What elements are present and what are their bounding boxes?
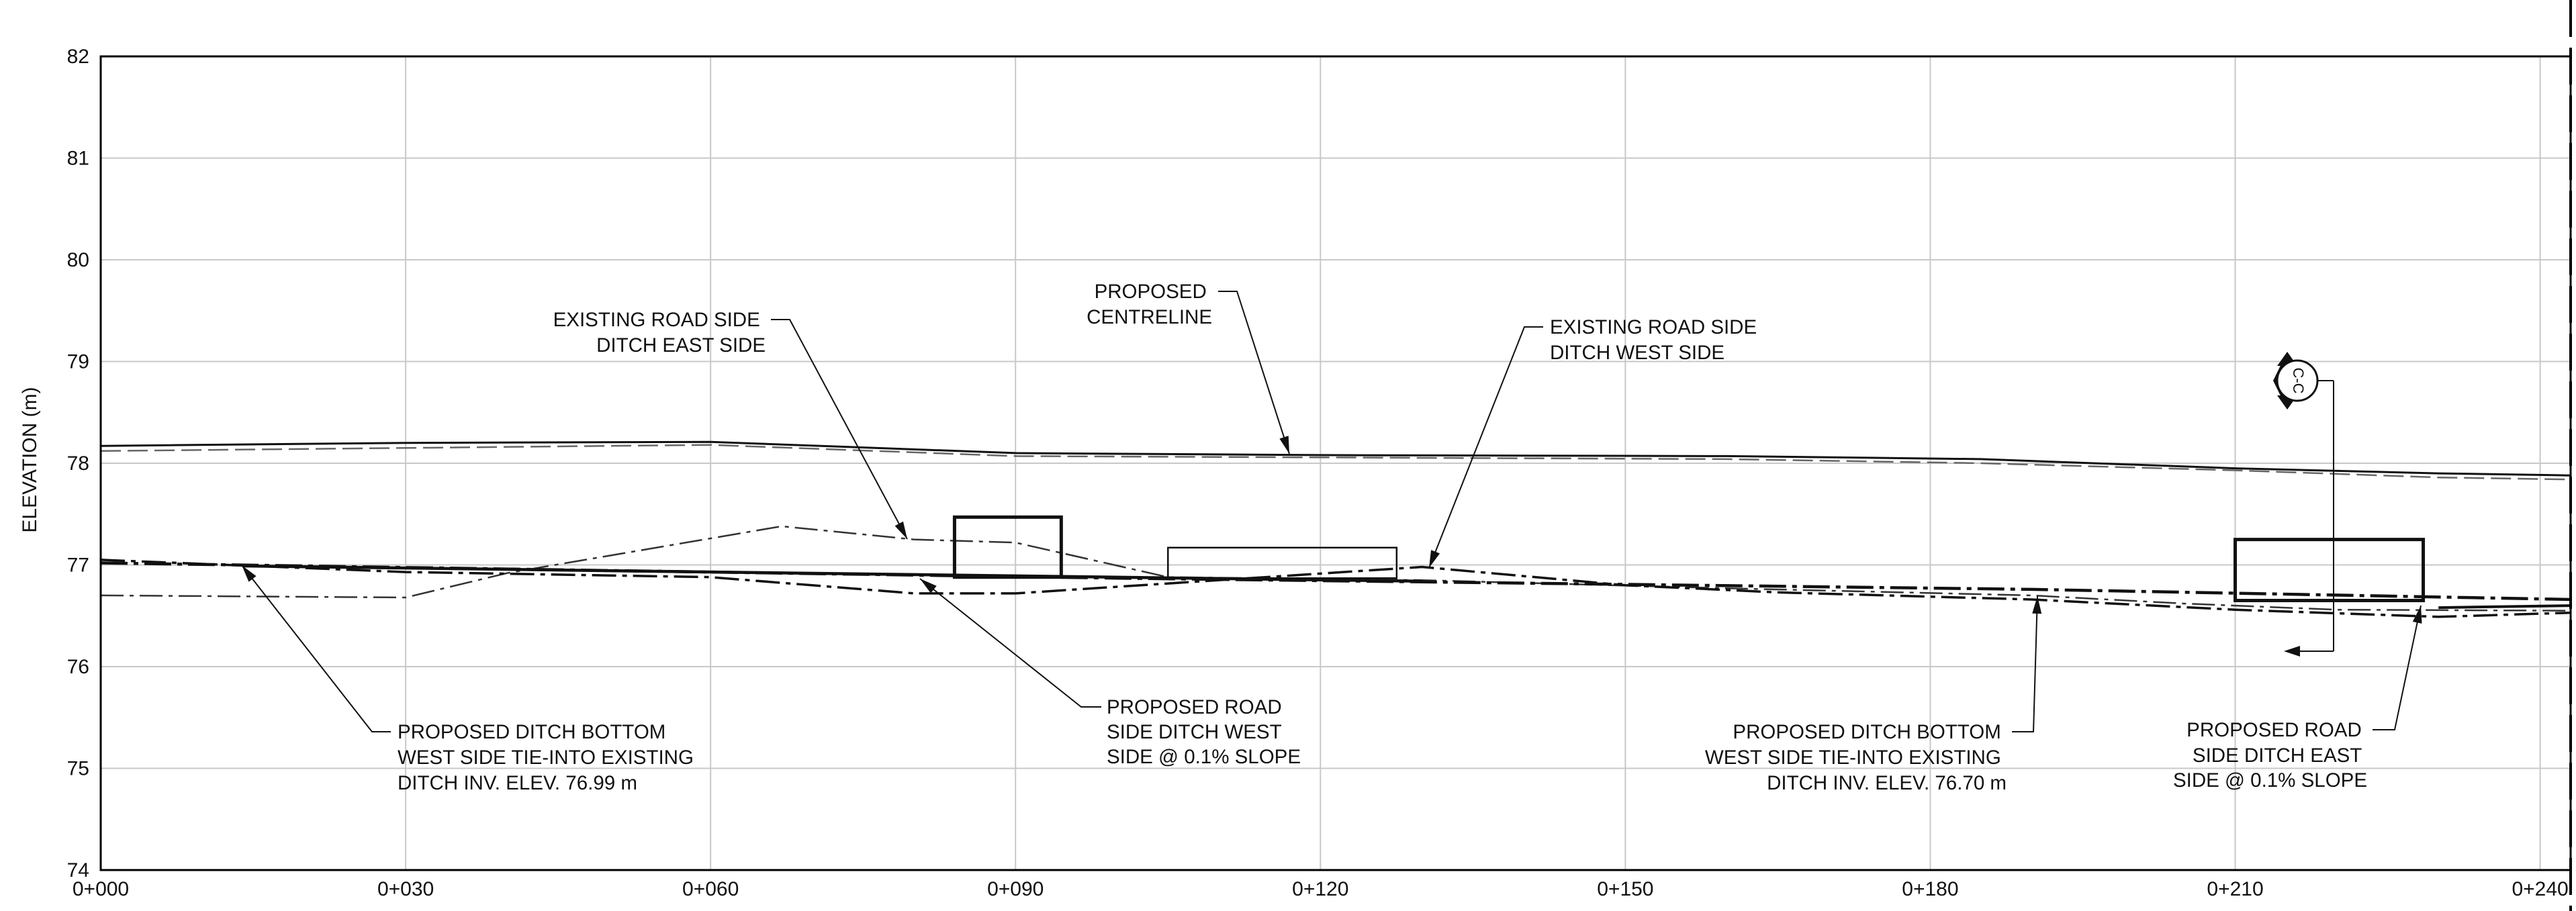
callout-proposed-centreline: PROPOSED CENTRELINE	[1087, 281, 1212, 328]
callout-line: SIDE DITCH WEST	[1107, 721, 1282, 743]
x-tick-label: 0+120	[1292, 878, 1348, 900]
leader-line	[1218, 291, 1290, 454]
profile-lines	[100, 440, 2571, 618]
leader-arrowhead-icon	[1279, 436, 1289, 454]
y-tick-label: 74	[67, 859, 89, 881]
y-axis-title: ELEVATION (m)	[19, 387, 41, 532]
y-tick-label: 79	[67, 351, 89, 373]
axis-ticks: 74 75 76 77 78 79 80 81 82 0+000 0+030 0+060 0+090 0+…	[67, 46, 2569, 900]
y-tick-label: 78	[67, 452, 89, 475]
x-tick-label: 0+060	[682, 878, 739, 900]
y-tick-label: 75	[67, 758, 89, 780]
x-tick-label: 0+030	[377, 878, 434, 900]
callout-line: PROPOSED DITCH BOTTOM	[398, 721, 665, 743]
proposed-centreline-profile	[100, 440, 2571, 477]
leader-arrowhead-icon	[2412, 606, 2422, 624]
callout-line: SIDE @ 0.1% SLOPE	[2173, 769, 2367, 792]
leader-line	[2012, 595, 2038, 732]
leader-lines	[241, 291, 2422, 732]
section-marker: C-C	[2273, 352, 2334, 657]
proposed-ditch-east-profile	[100, 561, 2571, 602]
culvert-outline	[952, 515, 1063, 579]
callout-line: WEST SIDE TIE-INTO EXISTING	[398, 747, 694, 769]
section-marker-label: C-C	[2290, 367, 2307, 393]
section-bubble-icon	[2276, 359, 2319, 402]
callout-line: DITCH INV. ELEV. 76.99 m	[398, 772, 637, 794]
callout-existing-ditch-west: EXISTING ROAD SIDE DITCH WEST SIDE	[1550, 316, 1762, 364]
culvert-outline	[2234, 538, 2426, 603]
leader-arrowhead-icon	[2032, 596, 2042, 614]
x-tick-label: 0+000	[73, 878, 129, 900]
existing-ditch-west-profile	[100, 559, 2571, 618]
callout-line: SIDE @ 0.1% SLOPE	[1107, 746, 1301, 768]
leader-line	[241, 565, 391, 732]
existing-ground-right-profile	[2438, 604, 2571, 610]
svg-text:PROPOSED DITCH BOTTOM WE: PROPOSED DITCH BOTTOM WEST SIDE TIE-INTO…	[1705, 721, 2007, 794]
callout-proposed-ditch-west: PROPOSED ROAD SIDE DITCH WEST SIDE @ 0.1…	[1107, 696, 1301, 768]
leader-line	[2373, 605, 2422, 730]
svg-text:EXISTING ROAD SIDE DITCH: EXISTING ROAD SIDE DITCH WEST SIDE	[1550, 316, 1762, 364]
callout-proposed-ditch-bottom-west: PROPOSED DITCH BOTTOM WEST SIDE TIE-INTO…	[398, 721, 699, 794]
culvert-outline	[1167, 546, 1398, 579]
x-tick-label: 0+180	[1902, 878, 1958, 900]
leader-line	[919, 578, 1101, 708]
y-tick-label: 81	[67, 148, 89, 170]
callout-line: EXISTING ROAD SIDE	[553, 309, 760, 331]
x-tick-label: 0+210	[2207, 878, 2263, 900]
section-arrow-icon	[2284, 646, 2300, 657]
culverts	[952, 515, 2426, 603]
existing-ditch-east-profile	[100, 525, 2571, 612]
leader-arrowhead-icon	[920, 579, 937, 593]
callout-line: PROPOSED ROAD	[1107, 696, 1282, 718]
y-tick-label: 77	[67, 555, 89, 577]
callout-line: PROPOSED DITCH BOTTOM	[1733, 721, 2000, 743]
y-tick-label: 82	[67, 46, 89, 68]
callout-line: DITCH EAST SIDE	[596, 334, 766, 356]
callout-line: DITCH WEST SIDE	[1550, 342, 1724, 364]
svg-text:PROPOSED DITCH BOTTOM WE: PROPOSED DITCH BOTTOM WEST SIDE TIE-INTO…	[398, 721, 699, 794]
svg-text:PROPOSED ROAD SIDE DITCH: PROPOSED ROAD SIDE DITCH EAST SIDE @ 0.1…	[2173, 719, 2367, 792]
svg-text:PROPOSED ROAD SIDE DITCH: PROPOSED ROAD SIDE DITCH WEST SIDE @ 0.1…	[1107, 696, 1301, 768]
leader-line	[1428, 326, 1543, 569]
leader-arrowhead-icon	[894, 521, 907, 539]
leader-arrowhead-icon	[1429, 550, 1440, 568]
callout-line: WEST SIDE TIE-INTO EXISTING	[1705, 747, 2001, 769]
y-tick-label: 80	[67, 249, 89, 271]
callout-line: CENTRELINE	[1087, 306, 1212, 328]
x-tick-label: 0+090	[987, 878, 1044, 900]
svg-text:PROPOSED CENTRELINE: PROPOSED CENTRELINE	[1087, 281, 1212, 328]
callout-line: PROPOSED	[1095, 281, 1207, 303]
callout-line: EXISTING ROAD SIDE	[1550, 316, 1757, 338]
callout-existing-ditch-east: EXISTING ROAD SIDE DITCH EAST SIDE	[553, 309, 766, 356]
x-tick-label: 0+240	[2512, 878, 2568, 900]
svg-text:EXISTING ROAD SIDE DITCH: EXISTING ROAD SIDE DITCH EAST SIDE	[553, 309, 766, 356]
existing-ground-profile	[100, 444, 2571, 481]
leader-line	[771, 319, 908, 540]
callout-line: DITCH INV. ELEV. 76.70 m	[1767, 772, 2007, 794]
leader-arrowhead-icon	[242, 565, 257, 582]
callout-line: SIDE DITCH EAST	[2193, 745, 2362, 767]
callout-proposed-ditch-east: PROPOSED ROAD SIDE DITCH EAST SIDE @ 0.1…	[2173, 719, 2367, 792]
callout-proposed-ditch-bottom-east: PROPOSED DITCH BOTTOM WEST SIDE TIE-INTO…	[1705, 721, 2007, 794]
x-tick-label: 0+150	[1597, 878, 1653, 900]
y-tick-label: 76	[67, 656, 89, 678]
callout-line: PROPOSED ROAD	[2187, 719, 2362, 741]
